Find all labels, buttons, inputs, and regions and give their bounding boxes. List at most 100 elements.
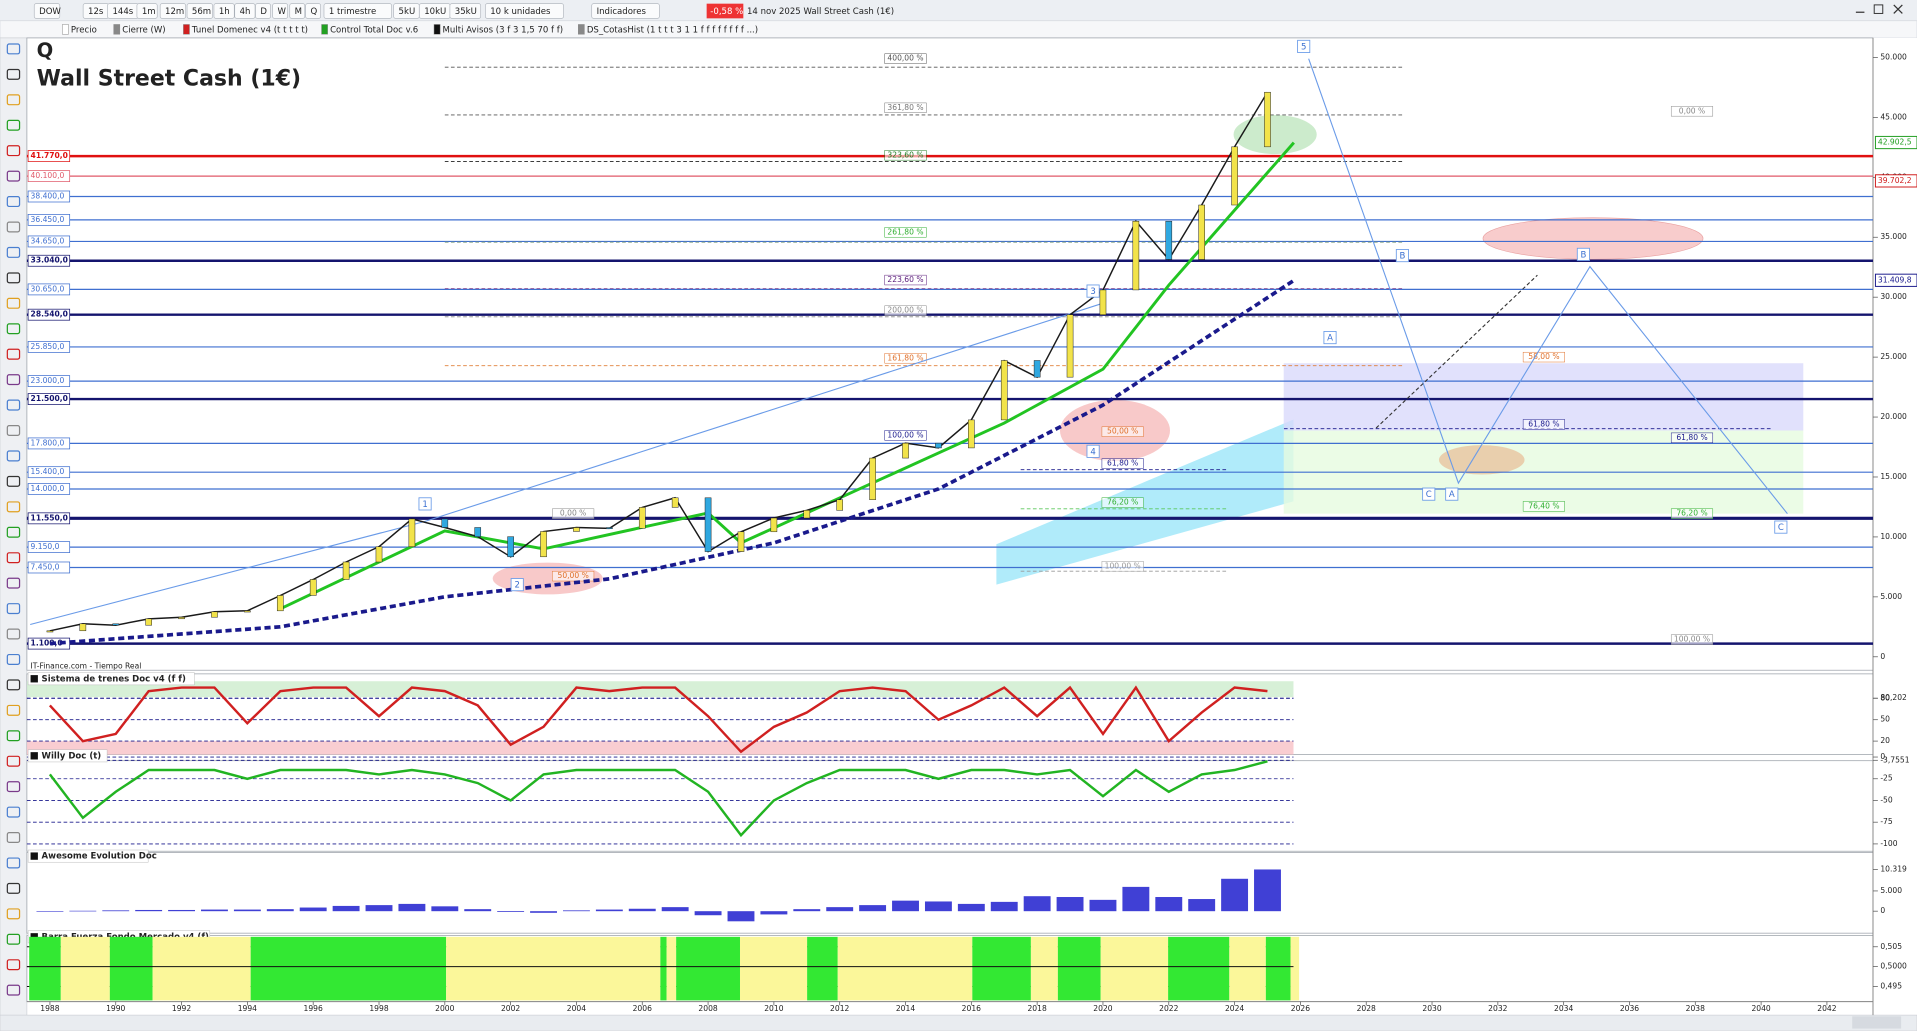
toolbar-button[interactable] bbox=[485, 3, 564, 19]
toolbar-label[interactable]: 10kU bbox=[424, 7, 446, 17]
window-controls[interactable] bbox=[1855, 4, 1903, 14]
indicator-label[interactable]: Cierre (W) bbox=[122, 25, 165, 35]
tool-icon[interactable] bbox=[6, 628, 21, 640]
toolbar-button[interactable] bbox=[186, 3, 213, 19]
tool-icon[interactable] bbox=[6, 832, 21, 844]
tool-icon[interactable] bbox=[6, 577, 21, 589]
toolbar-button[interactable] bbox=[33, 3, 61, 19]
toolbar-button[interactable] bbox=[305, 3, 321, 19]
toolbar-label[interactable]: 12s bbox=[88, 7, 104, 17]
toolbar-label[interactable]: 1h bbox=[219, 7, 230, 17]
change-badge bbox=[706, 3, 744, 19]
zoom-controls[interactable] bbox=[1852, 1016, 1902, 1029]
price-level-tag bbox=[27, 235, 71, 248]
price-level-label: 21.500,0 bbox=[31, 394, 68, 403]
tool-icon[interactable] bbox=[6, 526, 21, 538]
oscillator-bar bbox=[793, 909, 821, 912]
candle bbox=[1000, 360, 1008, 421]
toolbar-label[interactable]: 4h bbox=[240, 7, 251, 17]
toolbar-label[interactable]: 12m bbox=[165, 7, 184, 17]
toolbar-button[interactable] bbox=[591, 3, 660, 19]
tool-icon[interactable] bbox=[6, 704, 21, 716]
tool-icon[interactable] bbox=[6, 450, 21, 462]
toolbar-label[interactable]: 1m bbox=[142, 7, 156, 17]
tool-icon[interactable] bbox=[6, 501, 21, 513]
x-tick-label: 2002 bbox=[501, 1004, 520, 1013]
toolbar-button[interactable] bbox=[213, 3, 235, 19]
tool-icon[interactable] bbox=[6, 806, 21, 818]
candle bbox=[968, 419, 975, 449]
indicator-color[interactable] bbox=[113, 24, 121, 35]
tool-icon[interactable] bbox=[6, 679, 21, 691]
indicator-color[interactable] bbox=[62, 24, 69, 35]
tool-icon[interactable] bbox=[6, 424, 21, 437]
toolbar-label[interactable]: 5kU bbox=[399, 7, 416, 17]
tool-icon[interactable] bbox=[6, 552, 21, 564]
tool-icon[interactable] bbox=[6, 323, 21, 335]
tool-icon[interactable] bbox=[6, 908, 21, 920]
indicator-label[interactable]: Precio bbox=[71, 25, 97, 35]
toolbar-button[interactable] bbox=[255, 3, 271, 19]
toolbar-label[interactable]: W bbox=[278, 7, 287, 17]
tool-icon[interactable] bbox=[6, 43, 21, 55]
toolbar-button[interactable] bbox=[234, 3, 256, 19]
tool-icon[interactable] bbox=[6, 272, 21, 284]
scroll-bar[interactable] bbox=[0, 1014, 1917, 1031]
fib-label: 400,00 % bbox=[887, 54, 923, 63]
indicator-color[interactable] bbox=[321, 24, 328, 35]
tool-icon[interactable] bbox=[6, 653, 21, 665]
maximize-button[interactable] bbox=[1873, 4, 1884, 14]
toolbar-label[interactable]: DOW bbox=[39, 7, 61, 17]
tool-icon[interactable] bbox=[6, 399, 21, 411]
tool-icon[interactable] bbox=[6, 348, 21, 360]
tool-icon[interactable] bbox=[6, 603, 21, 615]
indicator-color[interactable] bbox=[183, 24, 190, 35]
tool-icon[interactable] bbox=[6, 857, 21, 869]
toolbar-label[interactable]: 1 trimestre bbox=[329, 7, 376, 17]
indicator-label[interactable]: DS_CotasHist (1 t t t 3 1 1 f f f f f f … bbox=[587, 25, 758, 35]
indicator-label[interactable]: Tunel Domenec v4 (t t t t t) bbox=[191, 25, 308, 35]
tool-icon[interactable] bbox=[6, 959, 21, 971]
toolbar-label[interactable]: 144s bbox=[112, 7, 133, 17]
tool-icon[interactable] bbox=[6, 730, 21, 742]
tool-icon[interactable] bbox=[6, 246, 21, 258]
toolbar-button[interactable] bbox=[289, 3, 306, 19]
indicator-color[interactable] bbox=[433, 24, 441, 35]
tool-icon[interactable] bbox=[6, 221, 21, 233]
tool-icon[interactable] bbox=[6, 94, 21, 106]
tool-icon[interactable] bbox=[6, 68, 21, 80]
tool-icon[interactable] bbox=[6, 984, 21, 996]
tool-icon[interactable] bbox=[6, 170, 21, 182]
fib-tag bbox=[1522, 351, 1565, 363]
toolbar-button[interactable] bbox=[323, 3, 392, 19]
toolbar-label[interactable]: Q bbox=[311, 7, 318, 17]
oscillator-bar bbox=[266, 909, 294, 912]
toolbar-label[interactable]: 35kU bbox=[455, 7, 477, 17]
tool-icon[interactable] bbox=[6, 374, 21, 386]
tool-icon[interactable] bbox=[6, 475, 21, 487]
fib-label: 0,00 % bbox=[1679, 106, 1705, 115]
close-button[interactable] bbox=[1893, 4, 1903, 14]
fib-tag bbox=[884, 430, 927, 441]
price-level-tag bbox=[27, 512, 71, 525]
toolbar-label[interactable]: D bbox=[260, 7, 267, 17]
tool-icon[interactable] bbox=[6, 145, 21, 157]
toolbar-label[interactable]: Indicadores bbox=[597, 7, 647, 17]
tool-icon[interactable] bbox=[6, 882, 21, 894]
tool-icon[interactable] bbox=[6, 781, 21, 793]
tool-icon[interactable] bbox=[6, 119, 21, 131]
tool-icon[interactable] bbox=[6, 196, 21, 208]
tool-icon[interactable] bbox=[6, 755, 21, 767]
toolbar-button[interactable] bbox=[272, 3, 288, 19]
indicator-label[interactable]: Control Total Doc v.6 bbox=[330, 25, 418, 35]
tool-icon[interactable] bbox=[6, 933, 21, 945]
indicator-label[interactable]: Multi Avisos (3 f 3 1,5 70 f f) bbox=[443, 25, 564, 35]
toolbar-button[interactable] bbox=[136, 3, 158, 19]
tool-icon[interactable] bbox=[6, 297, 21, 309]
toolbar-label[interactable]: 10 k unidades bbox=[490, 7, 551, 17]
toolbar-label[interactable]: M bbox=[295, 7, 302, 17]
toolbar-button[interactable] bbox=[449, 3, 482, 19]
indicator-color[interactable] bbox=[578, 24, 585, 35]
toolbar-label[interactable]: 56m bbox=[192, 7, 211, 17]
toolbar-button[interactable] bbox=[159, 3, 187, 19]
